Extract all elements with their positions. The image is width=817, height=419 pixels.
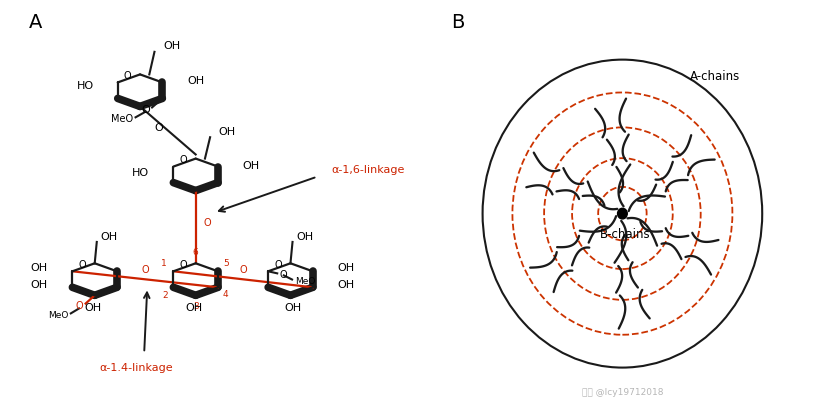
Polygon shape: [268, 263, 313, 295]
Text: OH: OH: [297, 232, 314, 242]
Text: O: O: [141, 105, 150, 115]
Text: OH: OH: [185, 303, 202, 313]
Text: HO: HO: [132, 168, 150, 178]
Text: O: O: [279, 269, 287, 279]
Text: O: O: [154, 124, 163, 133]
Text: OH: OH: [100, 232, 118, 242]
Text: α-1.4-linkage: α-1.4-linkage: [99, 362, 172, 372]
Polygon shape: [173, 263, 218, 295]
Text: 4: 4: [222, 290, 228, 299]
Text: HO: HO: [77, 81, 94, 91]
Polygon shape: [173, 158, 218, 191]
Text: A-chains: A-chains: [690, 70, 739, 83]
Text: O: O: [141, 265, 149, 275]
Text: OH: OH: [30, 263, 47, 273]
Text: 3: 3: [194, 303, 199, 311]
Text: 2: 2: [163, 291, 168, 300]
Text: OH: OH: [337, 263, 355, 273]
Text: O: O: [203, 218, 211, 228]
Text: O: O: [180, 260, 187, 270]
Text: α-1,6-linkage: α-1,6-linkage: [332, 166, 405, 176]
Text: MeO: MeO: [48, 311, 69, 321]
Text: O: O: [76, 301, 83, 311]
Text: B-chains: B-chains: [600, 228, 650, 241]
Circle shape: [618, 208, 627, 219]
Text: OH: OH: [163, 41, 181, 52]
Text: MeO: MeO: [111, 114, 133, 124]
Text: 1: 1: [162, 259, 167, 269]
Text: OH: OH: [30, 280, 47, 290]
Polygon shape: [118, 75, 163, 106]
Text: O: O: [275, 260, 282, 270]
Text: OH: OH: [187, 76, 204, 86]
Text: MeO: MeO: [295, 277, 315, 286]
Text: 6: 6: [192, 248, 198, 257]
Text: 知乎 @lcy19712018: 知乎 @lcy19712018: [582, 388, 663, 397]
Text: OH: OH: [284, 303, 301, 313]
Text: B: B: [451, 13, 464, 32]
Text: O: O: [180, 155, 187, 165]
Text: OH: OH: [219, 127, 236, 137]
Text: OH: OH: [337, 280, 355, 290]
Text: OH: OH: [243, 161, 260, 171]
Text: O: O: [124, 71, 132, 81]
Text: 5: 5: [223, 259, 229, 269]
Text: O: O: [239, 265, 247, 275]
Text: O: O: [78, 260, 87, 270]
Text: OH: OH: [84, 303, 101, 313]
Polygon shape: [73, 263, 117, 295]
Text: A: A: [29, 13, 42, 32]
